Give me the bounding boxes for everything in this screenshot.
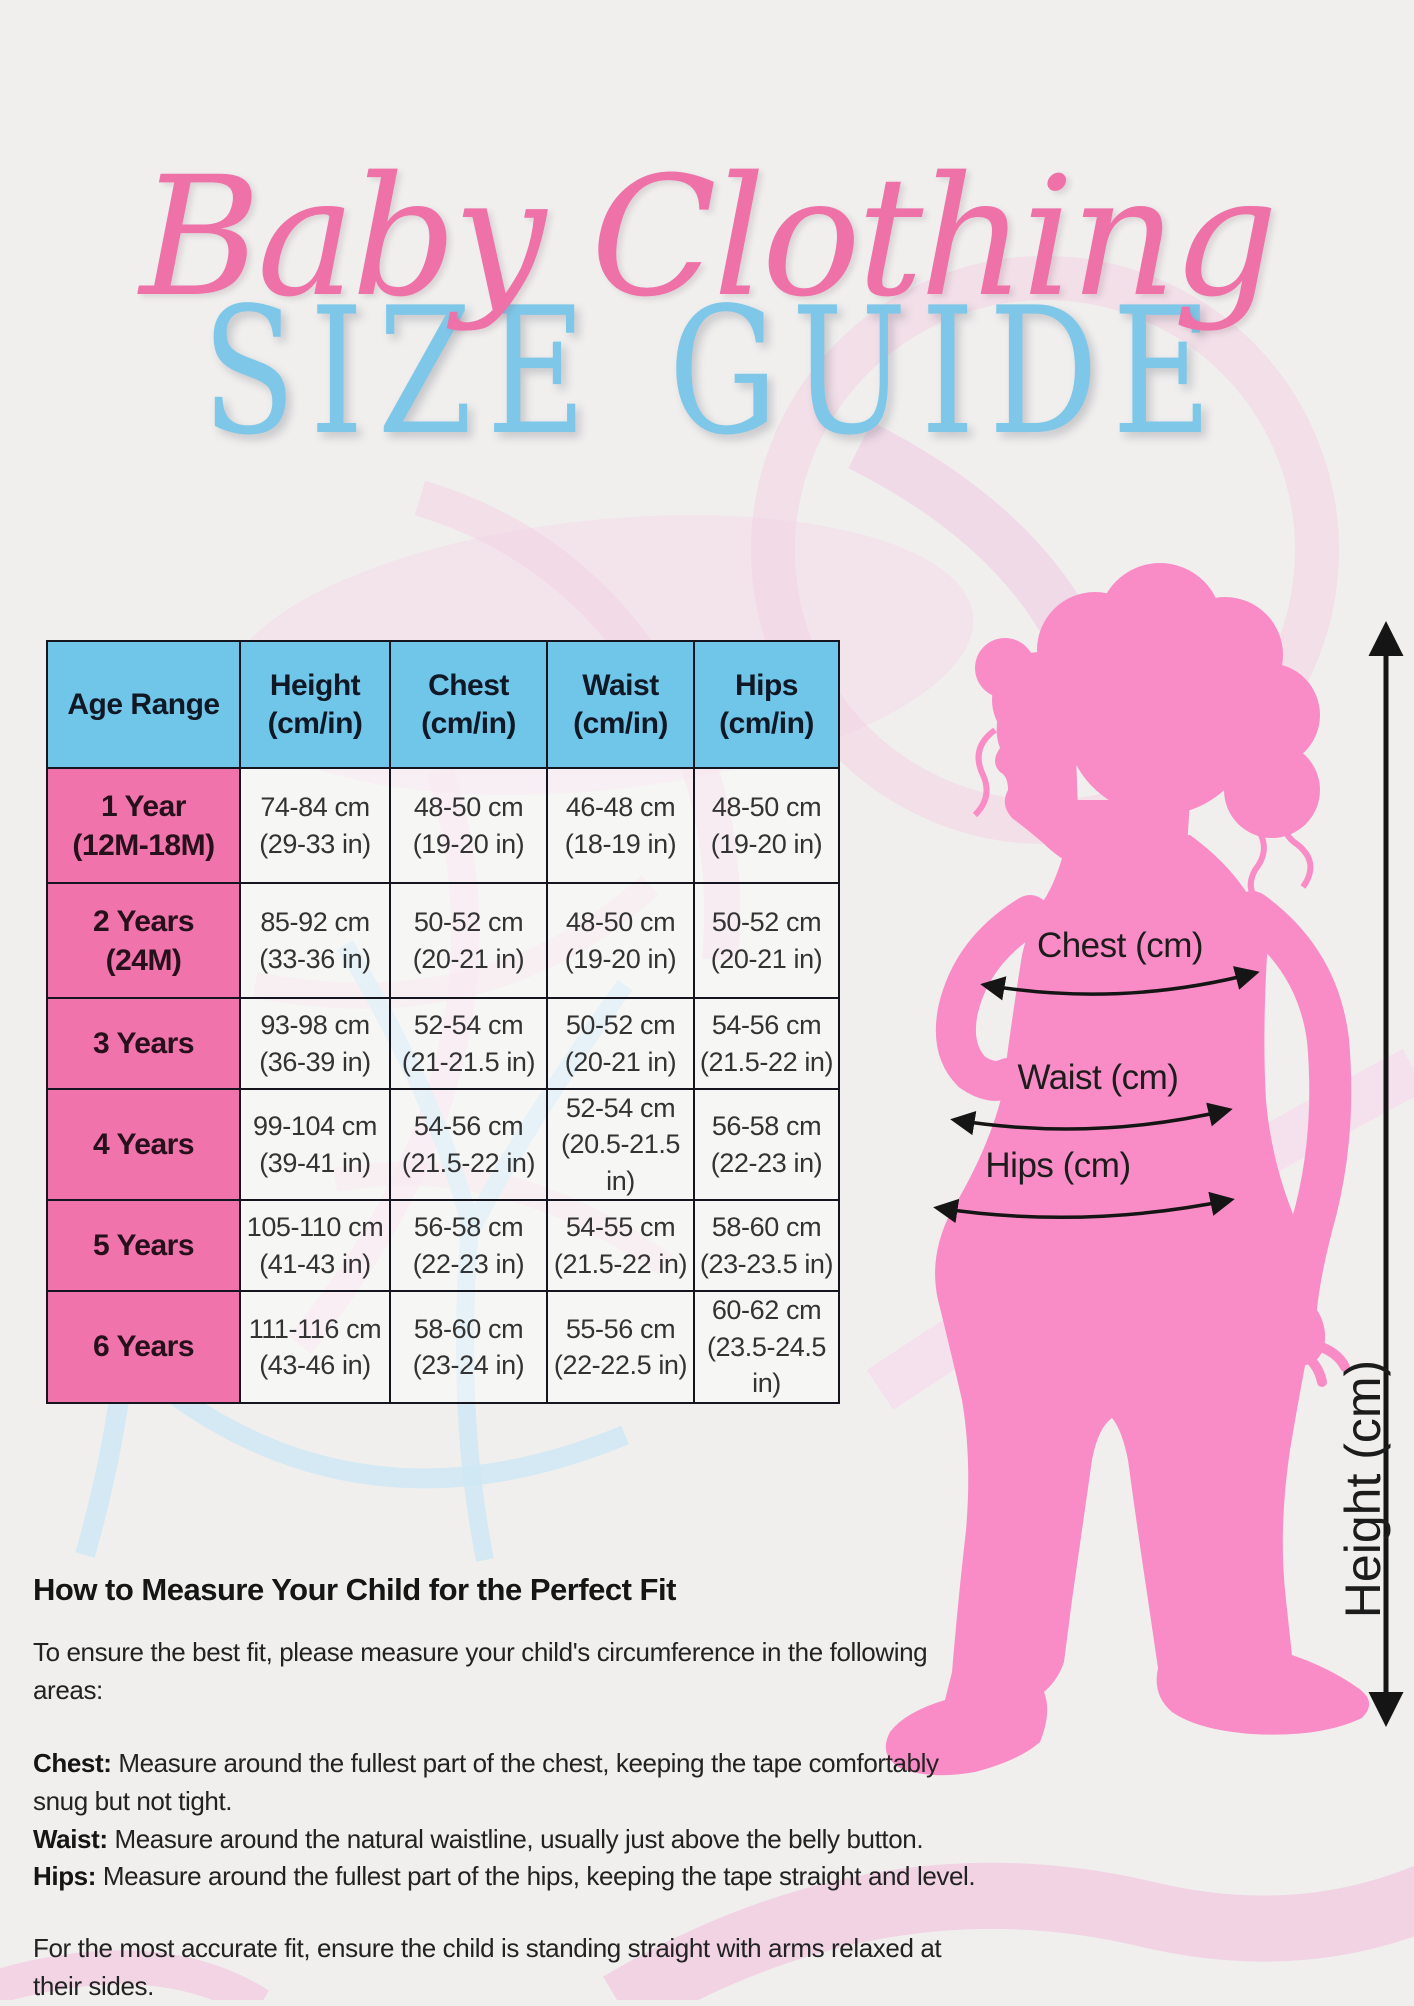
waist-cell: 52-54 cm (20.5-21.5 in): [546, 1087, 695, 1202]
table-row: 1 Year (12M-18M) 74-84 cm (29-33 in) 48-50…: [46, 767, 840, 884]
age-cell: 1 Year (12M-18M): [46, 767, 241, 884]
title-size-guide: SIZE GUIDE: [202, 271, 1226, 474]
measure-term-waist: Waist:: [33, 1823, 108, 1854]
waist-cell: 55-56 cm (22-22.5 in): [546, 1290, 695, 1404]
height-cell: 99-104 cm (39-41 in): [239, 1087, 391, 1202]
waist-cell: 50-52 cm (20-21 in): [546, 997, 695, 1090]
waist-cell: 46-48 cm (18-19 in): [546, 767, 695, 884]
age-cell: 4 Years: [46, 1087, 241, 1202]
hips-measurement-label: Hips (cm): [985, 1146, 1131, 1185]
height-measurement-label: Height (cm): [1335, 1359, 1391, 1619]
height-cell: 74-84 cm (29-33 in): [239, 767, 391, 884]
measure-term-hips: Hips:: [33, 1861, 97, 1892]
table-row: 6 Years 111-116 cm (43-46 in) 58-60 cm (23…: [46, 1290, 840, 1404]
table-header-row: Age Range Height (cm/in) Chest (cm/in) Wai…: [46, 640, 840, 769]
height-cell: 111-116 cm (43-46 in): [239, 1290, 391, 1404]
hips-cell: 58-60 cm (23-23.5 in): [693, 1199, 840, 1293]
header-age-range: Age Range: [46, 640, 241, 769]
chest-cell: 48-50 cm (19-20 in): [389, 767, 548, 884]
how-to-footer: For the most accurate fit, ensure the ch…: [33, 1933, 942, 2001]
waist-arrow: [950, 1102, 1233, 1136]
size-chart-table: Age Range Height (cm/in) Chest (cm/in) Wai…: [46, 640, 840, 1404]
waist-measurement-label: Waist (cm): [1017, 1058, 1179, 1097]
header-waist: Waist (cm/in): [546, 640, 695, 769]
child-silhouette: [885, 563, 1370, 1776]
header-chest: Chest (cm/in): [389, 640, 548, 769]
table-row: 2 Years (24M) 85-92 cm (33-36 in) 50-52 cm…: [46, 882, 840, 999]
hips-cell: 60-62 cm (23.5-24.5 in): [693, 1290, 840, 1404]
chest-arrow: [980, 966, 1260, 1001]
hips-cell: 50-52 cm (20-21 in): [693, 882, 840, 999]
how-to-measure-section: How to Measure Your Child for the Perfec…: [33, 1572, 978, 2006]
measure-item-hips: Hips: Measure around the fullest part of…: [33, 1861, 976, 1892]
age-cell: 2 Years (24M): [46, 882, 241, 999]
title-baby-clothing: Baby Clothing: [139, 141, 1279, 333]
how-to-intro: To ensure the best fit, please measure y…: [33, 1637, 928, 1705]
chest-cell: 54-56 cm (21.5-22 in): [389, 1087, 548, 1202]
measure-item-chest: Chest: Measure around the fullest part o…: [33, 1748, 939, 1817]
header-height: Height (cm/in): [239, 640, 391, 769]
chest-cell: 58-60 cm (23-24 in): [389, 1290, 548, 1404]
table-row: 5 Years 105-110 cm (41-43 in) 56-58 cm (22…: [46, 1199, 840, 1293]
measurement-arrows: [933, 621, 1404, 1727]
chest-cell: 56-58 cm (22-23 in): [389, 1199, 548, 1293]
age-cell: 3 Years: [46, 997, 241, 1090]
height-cell: 105-110 cm (41-43 in): [239, 1199, 391, 1293]
waist-cell: 54-55 cm (21.5-22 in): [546, 1199, 695, 1293]
header-hips: Hips (cm/in): [693, 640, 840, 769]
hips-cell: 56-58 cm (22-23 in): [693, 1087, 840, 1202]
hips-arrow: [933, 1191, 1235, 1224]
age-cell: 6 Years: [46, 1290, 241, 1404]
chest-cell: 52-54 cm (21-21.5 in): [389, 997, 548, 1090]
table-row: 3 Years 93-98 cm (36-39 in) 52-54 cm (21-2…: [46, 997, 840, 1090]
measure-item-waist: Waist: Measure around the natural waistl…: [33, 1823, 924, 1854]
height-cell: 85-92 cm (33-36 in): [239, 882, 391, 999]
hips-cell: 48-50 cm (19-20 in): [693, 767, 840, 884]
chest-measurement-label: Chest (cm): [1036, 926, 1204, 965]
waist-cell: 48-50 cm (19-20 in): [546, 882, 695, 999]
hips-cell: 54-56 cm (21.5-22 in): [693, 997, 840, 1090]
chest-cell: 50-52 cm (20-21 in): [389, 882, 548, 999]
age-cell: 5 Years: [46, 1199, 241, 1293]
table-row: 4 Years 99-104 cm (39-41 in) 54-56 cm (21.…: [46, 1087, 840, 1202]
measure-term-chest: Chest:: [33, 1748, 112, 1779]
height-cell: 93-98 cm (36-39 in): [239, 997, 391, 1090]
how-to-heading: How to Measure Your Child for the Perfec…: [33, 1572, 676, 1607]
